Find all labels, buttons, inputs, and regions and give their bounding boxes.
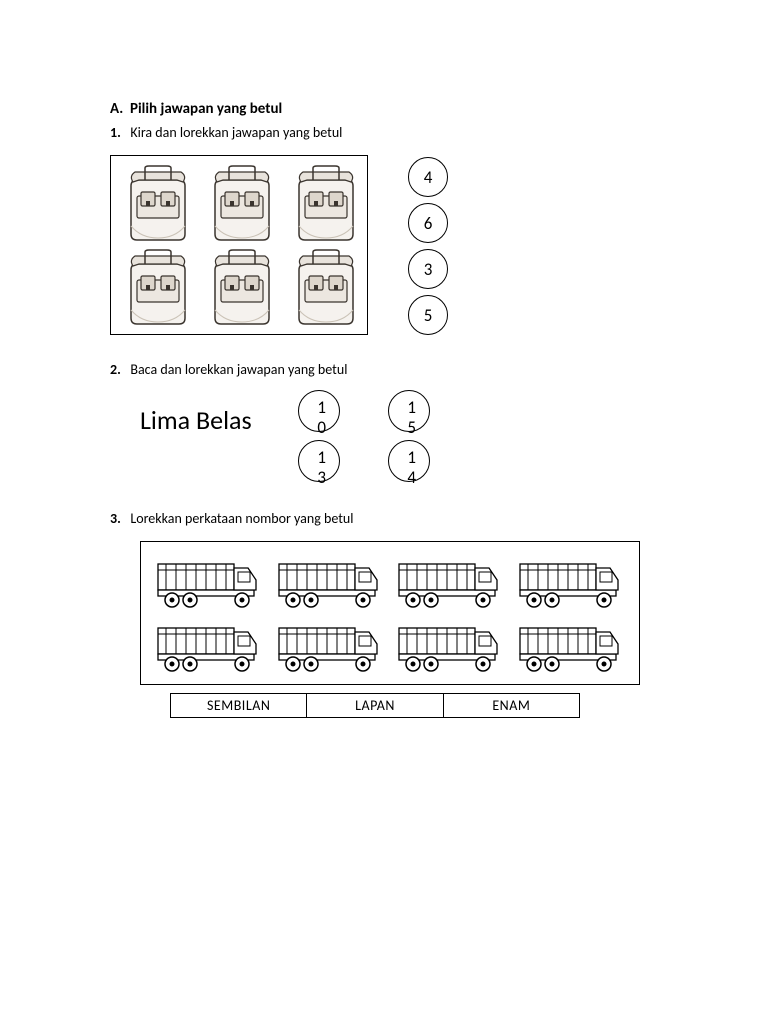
answer-number: 14: [382, 448, 442, 488]
answer-number: 10: [292, 398, 352, 438]
answer-number: 15: [382, 398, 442, 438]
truck-icon: [513, 556, 629, 610]
bag-icon: [119, 164, 197, 246]
q1-line: 1. Kira dan lorekkan jawapan yang betul: [110, 124, 708, 141]
truck-icon: [151, 556, 267, 610]
q3-num: 3.: [110, 510, 121, 527]
answer-circle[interactable]: 5: [408, 295, 448, 335]
answer-number: 13: [292, 448, 352, 488]
answer-word[interactable]: ENAM: [444, 694, 579, 717]
answer-circle[interactable]: 3: [408, 249, 448, 289]
q2-word: Lima Belas: [140, 392, 252, 436]
truck-row: [151, 556, 629, 610]
section-title: A. Pilih jawapan yang betul: [110, 100, 708, 118]
q3-answer-table: SEMBILANLAPANENAM: [170, 693, 580, 718]
q1-text: Kira dan lorekkan jawapan yang betul: [130, 124, 342, 141]
truck-icon: [272, 556, 388, 610]
q3-text: Lorekkan perkataan nombor yang betul: [130, 510, 353, 527]
q2-text: Baca dan lorekkan jawapan yang betul: [130, 361, 347, 378]
bag-icon: [287, 164, 365, 246]
bag-icon: [203, 164, 281, 246]
q2-line: 2. Baca dan lorekkan jawapan yang betul: [110, 361, 708, 378]
bag-icon: [203, 248, 281, 330]
answer-cell[interactable]: 10: [292, 392, 352, 438]
section-title-text: Pilih jawapan yang betul: [130, 100, 282, 118]
q2-num: 2.: [110, 361, 121, 378]
truck-row: [151, 620, 629, 674]
section-letter: A.: [110, 100, 123, 118]
answer-circle[interactable]: 6: [408, 203, 448, 243]
bag-icon: [287, 248, 365, 330]
bag-icon: [119, 248, 197, 330]
q1-content: 4 6 3 5: [110, 155, 708, 335]
q3-image-box: [140, 541, 640, 685]
truck-icon: [151, 620, 267, 674]
q1-image-box: [110, 155, 368, 335]
answer-cell[interactable]: 13: [292, 442, 352, 488]
q2-content: Lima Belas 10 15 13 14: [140, 392, 708, 488]
truck-icon: [392, 556, 508, 610]
answer-word[interactable]: SEMBILAN: [171, 694, 307, 717]
answer-cell[interactable]: 14: [382, 442, 442, 488]
answer-circle[interactable]: 4: [408, 157, 448, 197]
q1-num: 1.: [110, 124, 121, 141]
answer-cell[interactable]: 15: [382, 392, 442, 438]
q1-options: 4 6 3 5: [408, 155, 448, 335]
truck-icon: [392, 620, 508, 674]
truck-icon: [272, 620, 388, 674]
answer-word[interactable]: LAPAN: [307, 694, 443, 717]
truck-icon: [513, 620, 629, 674]
q3-line: 3. Lorekkan perkataan nombor yang betul: [110, 510, 708, 527]
q2-options: 10 15 13 14: [292, 392, 442, 488]
